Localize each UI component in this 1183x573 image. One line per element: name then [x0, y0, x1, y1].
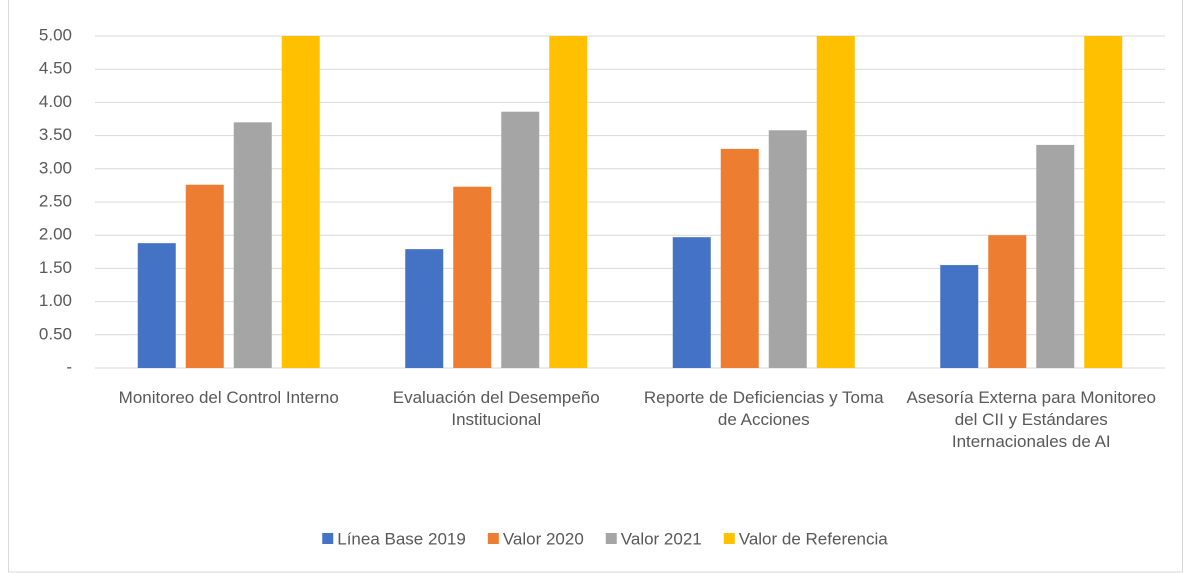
- y-tick-label: 4.50: [39, 59, 72, 78]
- y-tick-label: 3.00: [39, 158, 72, 177]
- bar: [988, 235, 1027, 368]
- y-tick-label: 0.50: [39, 324, 72, 343]
- legend-label: Valor 2021: [621, 529, 702, 548]
- bar: [501, 111, 540, 369]
- bar: [185, 184, 224, 368]
- x-tick-label: Monitoreo del Control Interno: [119, 388, 339, 407]
- bar: [1084, 36, 1123, 368]
- bar: [405, 249, 444, 368]
- x-tick-label: Asesoría Externa para Monitoreo del CII y…: [907, 388, 1156, 451]
- bar: [1036, 144, 1075, 368]
- bar: [453, 186, 492, 368]
- y-tick-label: 5.00: [39, 25, 72, 44]
- y-tick-label: 3.50: [39, 125, 72, 144]
- bar: [281, 36, 320, 368]
- y-tick-label: 2.00: [39, 225, 72, 244]
- bar: [720, 148, 759, 368]
- legend-swatch: [487, 533, 499, 544]
- bar: [768, 130, 807, 368]
- y-tick-label: -: [66, 357, 72, 376]
- legend-swatch: [322, 533, 334, 544]
- bar: [233, 122, 272, 368]
- legend-swatch: [723, 533, 735, 544]
- legend-label: Valor de Referencia: [739, 529, 889, 548]
- legend-label: Valor 2020: [503, 529, 584, 548]
- bar: [816, 36, 855, 368]
- x-tick-label: Reporte de Deficiencias y Toma de Accione…: [644, 388, 884, 429]
- bar: [137, 243, 176, 368]
- y-tick-label: 1.00: [39, 291, 72, 310]
- bar: [940, 265, 979, 368]
- bar: [672, 237, 711, 368]
- y-tick-label: 1.50: [39, 258, 72, 277]
- legend-label: Línea Base 2019: [337, 529, 466, 548]
- x-tick-label: Evaluación del Desempeño Institucional: [393, 388, 600, 429]
- legend-swatch: [605, 533, 617, 544]
- y-tick-label: 4.00: [39, 92, 72, 111]
- bar: [549, 36, 588, 368]
- y-tick-label: 2.50: [39, 191, 72, 210]
